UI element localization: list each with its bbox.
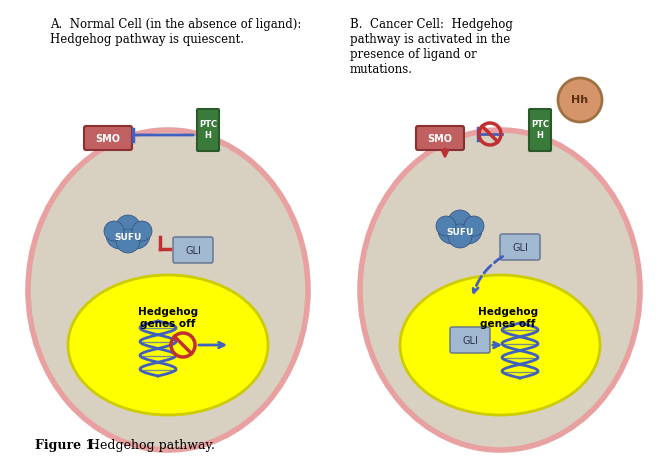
Circle shape <box>558 78 602 122</box>
Text: PTC
H: PTC H <box>199 120 217 140</box>
Text: SMO: SMO <box>96 134 120 144</box>
Text: Hedgehog pathway.: Hedgehog pathway. <box>85 439 215 452</box>
Text: Hedgehog
genes off: Hedgehog genes off <box>478 307 538 329</box>
Circle shape <box>448 210 472 234</box>
Ellipse shape <box>28 130 308 450</box>
Text: B.  Cancer Cell:  Hedgehog
pathway is activated in the
presence of ligand or
mut: B. Cancer Cell: Hedgehog pathway is acti… <box>350 18 513 76</box>
Text: PTC
H: PTC H <box>531 120 549 140</box>
Text: SMO: SMO <box>427 134 452 144</box>
Circle shape <box>436 216 456 236</box>
FancyBboxPatch shape <box>416 126 464 150</box>
Text: GLI: GLI <box>185 246 201 256</box>
Circle shape <box>116 229 140 253</box>
Text: SUFU: SUFU <box>446 227 474 237</box>
Text: GLI: GLI <box>512 243 528 253</box>
FancyBboxPatch shape <box>450 327 490 353</box>
Circle shape <box>464 216 484 236</box>
FancyBboxPatch shape <box>500 234 540 260</box>
FancyBboxPatch shape <box>529 109 551 151</box>
Ellipse shape <box>68 275 268 415</box>
Circle shape <box>116 215 140 239</box>
Text: Hedgehog
genes off: Hedgehog genes off <box>138 307 198 329</box>
Text: A.  Normal Cell (in the absence of ligand):
Hedgehog pathway is quiescent.: A. Normal Cell (in the absence of ligand… <box>50 18 301 46</box>
FancyBboxPatch shape <box>173 237 213 263</box>
Ellipse shape <box>400 275 600 415</box>
Circle shape <box>454 216 482 244</box>
Circle shape <box>104 221 124 241</box>
Text: SUFU: SUFU <box>114 232 142 241</box>
FancyBboxPatch shape <box>197 109 219 151</box>
Circle shape <box>106 221 134 249</box>
Circle shape <box>132 221 152 241</box>
Circle shape <box>448 224 472 248</box>
Circle shape <box>122 221 150 249</box>
Circle shape <box>438 216 466 244</box>
Text: Figure 1.: Figure 1. <box>35 439 98 452</box>
Text: Hh: Hh <box>571 95 589 105</box>
Text: GLI: GLI <box>462 336 478 346</box>
FancyBboxPatch shape <box>84 126 132 150</box>
Ellipse shape <box>360 130 640 450</box>
